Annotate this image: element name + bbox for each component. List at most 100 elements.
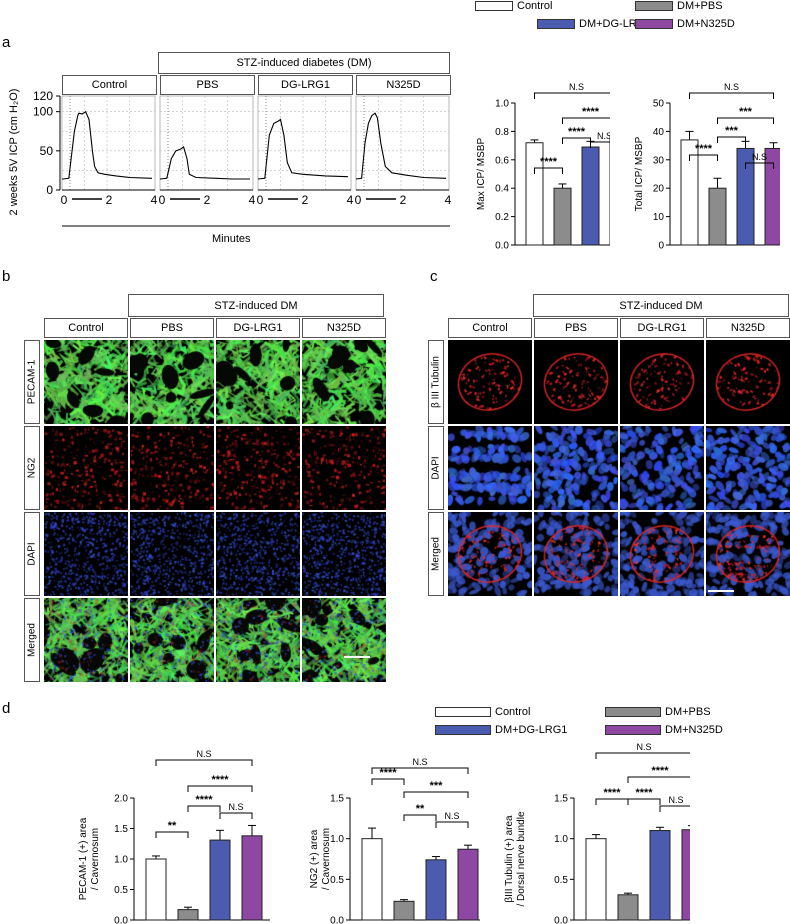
legend-item-control: Control — [475, 0, 552, 12]
sig-bracket — [403, 814, 437, 821]
y-tick-label: 1.0 — [495, 99, 509, 110]
legend-label: DM+N325D — [665, 724, 723, 736]
legend-d: Control DM+PBS DM+DG-LRG1 DM+N325D — [435, 706, 785, 740]
b-micrograph — [44, 512, 128, 596]
bar-DM+DG-LRG1 — [425, 859, 447, 921]
sig-bracket — [659, 805, 690, 812]
trace-xtick-label: 4 — [347, 193, 354, 207]
y-tick-label: 1.0 — [114, 855, 128, 866]
y-axis-label: / Cavernosum — [90, 828, 101, 890]
b-micrograph — [216, 340, 300, 424]
y-tick-label: 0.0 — [495, 241, 509, 252]
sig-label: **** — [211, 774, 229, 786]
legend-label: DM+PBS — [665, 706, 711, 718]
scale-bar — [708, 590, 734, 592]
bar-DM+DG-LRG1 — [649, 830, 671, 921]
row-label-text: PECAM-1 — [26, 359, 38, 405]
icp-trace-3: 0 2 4 — [355, 95, 452, 207]
legend-item-control: Control — [435, 706, 530, 718]
legend-label: DM+PBS — [677, 0, 723, 12]
bar-DM+PBS — [553, 187, 572, 246]
y-tick-label: 30 — [653, 155, 665, 166]
bar-DM+N325D — [457, 848, 479, 921]
bar-DM+DG-LRG1 — [209, 839, 231, 921]
c-micrograph — [534, 426, 618, 510]
legend-label: Control — [517, 0, 553, 12]
sig-bracket — [595, 752, 690, 759]
legend-item-dglrg1: DM+DG-LRG1 — [435, 724, 567, 736]
sig-bracket — [435, 821, 469, 828]
sig-bracket — [590, 141, 610, 148]
trace-xtick-label: 4 — [151, 193, 158, 207]
trace-header-n325d: N325D — [356, 75, 451, 95]
sig-label: N.S — [412, 757, 427, 767]
panel-c-label: c — [430, 268, 438, 285]
bar-DM+DG-LRG1 — [581, 146, 600, 246]
y-tick-label: 0.0 — [114, 916, 128, 924]
c-micrograph — [620, 512, 704, 596]
legend-label: DM+DG-LRG1 — [495, 724, 568, 736]
sig-bracket — [562, 137, 591, 144]
chart-max-icp: 0.0 0.2 0.4 0.6 0.8 1.0 Max ICP/ MSBP **** **** N… — [476, 82, 610, 252]
c-micrograph — [534, 340, 618, 424]
trace-line — [257, 118, 349, 180]
sig-label: **** — [635, 787, 653, 799]
legend-label: DM+N325D — [677, 18, 735, 30]
b-micrograph — [130, 512, 214, 596]
c-row-label: DAPI — [428, 426, 444, 510]
trace-xtick-label: 0 — [355, 193, 362, 207]
c-micrograph — [620, 426, 704, 510]
icp-ytick-label: 50 — [40, 144, 54, 158]
c-micrograph — [448, 340, 532, 424]
b-micrograph — [44, 340, 128, 424]
sig-bracket — [219, 812, 253, 819]
y-axis-label: βIII Tubulin (+) area — [504, 815, 515, 903]
sig-bracket — [689, 92, 774, 99]
row-label-text: NG2 — [26, 457, 38, 479]
sig-label: N.S — [724, 82, 739, 92]
trace-xtick-label: 4 — [249, 193, 256, 207]
bar-DM+PBS — [617, 894, 639, 921]
bar-DM+N325D — [681, 829, 690, 921]
row-label-text: Merged — [430, 537, 442, 571]
y-tick-label: 1.0 — [554, 834, 568, 845]
b-micrograph — [216, 512, 300, 596]
panel-a-label: a — [2, 34, 11, 51]
y-tick-label: 0.6 — [495, 155, 509, 166]
trace-frame — [61, 95, 156, 191]
sig-label: **** — [695, 143, 713, 155]
y-tick-label: 50 — [653, 99, 665, 110]
sig-label: **** — [651, 765, 669, 777]
sig-label: N.S — [196, 749, 211, 759]
bar-DM+N325D — [241, 835, 263, 921]
trace-xtick-label: 2 — [204, 193, 211, 207]
icp-xlabel: Minutes — [212, 233, 251, 245]
b-micrograph — [44, 426, 128, 510]
trace-line — [355, 112, 447, 180]
b-micrograph — [216, 426, 300, 510]
sig-bracket — [403, 791, 469, 798]
c-micrograph — [620, 340, 704, 424]
sig-bracket — [745, 162, 774, 169]
sig-bracket — [187, 805, 221, 812]
sig-label: **** — [540, 156, 558, 168]
chart-pecam: 0.0 0.5 1.0 1.5 2.0 PECAM-1 (+) area / Caverno… — [78, 749, 270, 924]
b-micrograph — [302, 426, 386, 510]
y-axis-label: PECAM-1 (+) area — [78, 817, 89, 900]
sig-bracket — [717, 136, 746, 143]
trace-xtick-label: 0 — [257, 193, 264, 207]
y-tick-label: 1.5 — [114, 824, 128, 835]
y-axis-label: / Dorsal nerve bundle — [516, 811, 527, 906]
sig-label: ** — [416, 803, 425, 815]
trace-header-pbs: PBS — [160, 75, 255, 95]
sig-label: **** — [195, 794, 213, 806]
b-col-header: DG-LRG1 — [216, 318, 300, 338]
sig-bracket — [717, 117, 774, 124]
bar-Control — [585, 838, 607, 921]
row-label-text: Merged — [26, 623, 38, 657]
trace-header-dglrg1: DG-LRG1 — [258, 75, 353, 95]
sig-label: N.S — [752, 152, 767, 162]
y-tick-label: 0.8 — [495, 127, 509, 138]
